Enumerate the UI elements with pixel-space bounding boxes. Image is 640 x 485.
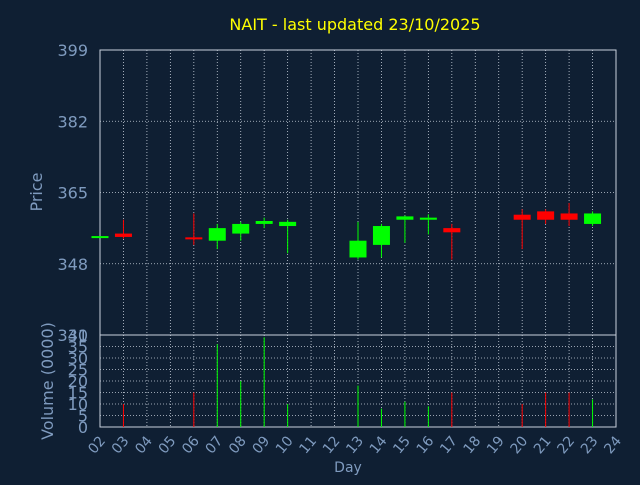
candle-body	[91, 236, 109, 239]
volume-tick-label: 30	[68, 349, 88, 368]
x-tick-label: 14	[367, 433, 391, 457]
price-axis-label: Price	[27, 172, 46, 211]
price-tick-label: 365	[57, 184, 88, 203]
x-tick-label: 09	[250, 433, 274, 457]
volume-tick-label: 10	[68, 395, 88, 414]
volume-tick-label: 20	[68, 372, 88, 391]
candle-body	[232, 223, 250, 234]
x-tick-label: 15	[390, 433, 414, 457]
price-tick-label: 331	[57, 326, 88, 345]
x-tick-label: 03	[109, 433, 133, 457]
x-tick-label: 20	[508, 433, 532, 457]
x-tick-label: 06	[179, 433, 203, 457]
x-tick-label: 22	[554, 433, 578, 457]
candle-body	[419, 217, 437, 220]
candle-body	[443, 228, 461, 233]
volume-tick-label: 5	[78, 407, 88, 426]
x-axis: 02 03 04 05 06 07 08 09 10 11 12 13 14 15 16 17 18 19 20 21…	[85, 433, 625, 457]
chart-title: NAIT - last updated 23/10/2025	[229, 15, 480, 34]
volume-tick-label: 25	[68, 361, 88, 380]
candle-body	[279, 221, 297, 227]
x-tick-label: 19	[484, 433, 508, 457]
x-tick-label: 16	[414, 433, 438, 457]
x-tick-label: 18	[461, 433, 485, 457]
x-tick-label: 13	[343, 433, 367, 457]
price-tick-label: 382	[57, 112, 88, 131]
volume-tick-label: 15	[68, 384, 88, 403]
price-tick-label: 399	[57, 41, 88, 60]
volume-axis-label: Volume (0000)	[38, 322, 57, 440]
x-tick-label: 24	[601, 433, 625, 457]
x-tick-label: 21	[531, 433, 555, 457]
candle-body	[584, 213, 602, 224]
candle-body	[372, 226, 390, 245]
candle-body	[208, 228, 226, 241]
candle-body	[185, 237, 203, 240]
x-tick-label: 10	[273, 433, 297, 457]
x-tick-label: 08	[226, 433, 250, 457]
volume-tick-label: 40	[68, 326, 88, 345]
candle-body	[349, 240, 367, 258]
volume-tick-label: 0	[78, 418, 88, 437]
x-tick-label: 23	[578, 433, 602, 457]
candle-body	[114, 233, 132, 237]
x-tick-label: 02	[85, 433, 109, 457]
candle-body	[396, 216, 414, 220]
x-tick-label: 17	[437, 433, 461, 457]
x-tick-label: 07	[203, 433, 227, 457]
candle-body	[560, 213, 578, 220]
price-tick-label: 348	[57, 255, 88, 274]
x-tick-label: 05	[156, 433, 180, 457]
x-tick-label: 12	[320, 433, 344, 457]
x-axis-label: Day	[334, 460, 362, 476]
volume-tick-label: 35	[68, 338, 88, 357]
candle-body	[513, 214, 531, 220]
candle-body	[255, 221, 273, 224]
x-tick-label: 04	[132, 433, 156, 457]
x-tick-label: 11	[296, 433, 320, 457]
price-panel: 399 382 365 348 331	[57, 41, 617, 345]
candle-body	[537, 211, 555, 220]
